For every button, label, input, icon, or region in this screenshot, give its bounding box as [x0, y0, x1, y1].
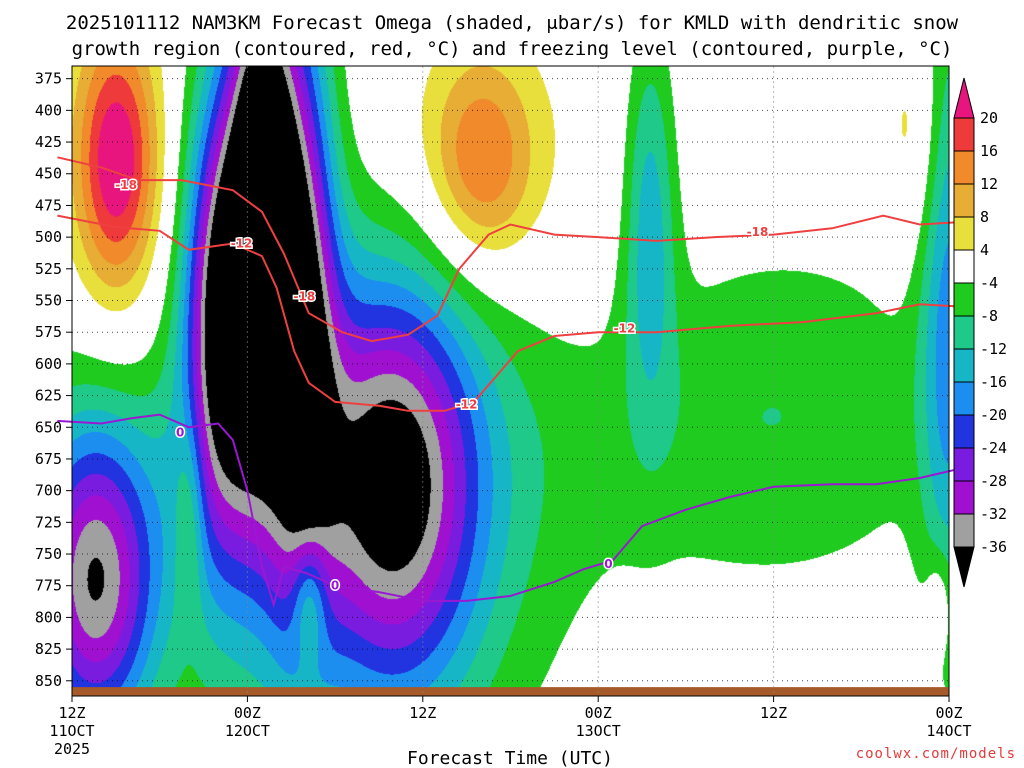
y-tick-label-525: 525 [35, 260, 62, 278]
colorbar-band-16-20 [953, 117, 975, 152]
colorbar-band--20--16 [953, 381, 975, 416]
y-axis-pressure: 375 400 425 450 475 500 525 550 575 600 625 650 675 7… [35, 70, 72, 690]
colorbar-label-16: 16 [980, 142, 998, 160]
x-tick-label-36-2: 13OCT [576, 722, 621, 740]
colorbar-label-12: 12 [980, 175, 998, 193]
colorbar-band--32--28 [953, 480, 975, 515]
plot-frame [71, 65, 950, 697]
contour-label-6: 0 [176, 425, 184, 439]
contour-label-4: -18 [747, 225, 769, 239]
contour-minus-12 [57, 214, 964, 412]
contour-minus-18-upper [57, 156, 964, 343]
x-tick-label-12-1: 00Z [234, 704, 261, 722]
contour-label-0: -18 [115, 178, 137, 192]
colorbar-label-20: 20 [980, 109, 998, 127]
colorbar-label-8: 8 [980, 208, 989, 226]
y-tick-label-475: 475 [35, 196, 62, 214]
colorbar-band-12-16 [953, 150, 975, 185]
contour-label-7: 0 [331, 579, 339, 593]
colorbar-under-triangle [953, 546, 975, 588]
colorbar-label--8: -8 [980, 307, 998, 325]
contour-freezing-level [57, 413, 964, 609]
colorbar-band--28--24 [953, 447, 975, 482]
colorbar-band--16--12 [953, 348, 975, 383]
chart-title-line-1: 2025101112 NAM3KM Forecast Omega (shaded… [66, 12, 959, 34]
colorbar-label-4: 4 [980, 241, 989, 259]
y-tick-label-775: 775 [35, 577, 62, 595]
y-tick-label-375: 375 [35, 70, 62, 88]
chart-title-line-2: growth region (contoured, red, °C) and f… [72, 38, 953, 60]
y-tick-label-425: 425 [35, 133, 62, 151]
colorbar-label--20: -20 [980, 406, 1007, 424]
y-tick-label-750: 750 [35, 545, 62, 563]
plot-area: -18 -12 -18 -12 -18 -12 0 0 0 [57, 65, 964, 697]
colorbar-label--16: -16 [980, 373, 1007, 391]
colorbar-band--36--32 [953, 513, 975, 548]
y-tick-label-625: 625 [35, 387, 62, 405]
x-tick-label-0-1: 12Z [58, 704, 85, 722]
omega-shading [72, 66, 949, 696]
contour-label-8: 0 [604, 557, 612, 571]
y-tick-label-450: 450 [35, 165, 62, 183]
y-tick-label-825: 825 [35, 640, 62, 658]
x-tick-label-60-2: 14OCT [926, 722, 971, 740]
x-tick-label-0-3: 2025 [54, 740, 90, 758]
colorbar-band--8--4 [953, 282, 975, 317]
contour-label-1: -12 [231, 236, 253, 250]
x-tick-label-0-2: 11OCT [49, 722, 94, 740]
x-tick-label-60-1: 00Z [935, 704, 962, 722]
y-tick-label-725: 725 [35, 513, 62, 531]
terrain-surface-strip [72, 687, 949, 696]
colorbar-legend: 20 16 12 8 4 -4 -8 -12 -16 -20 -24 -28 -32 -36 [953, 77, 1007, 588]
y-tick-label-500: 500 [35, 228, 62, 246]
contour-label-3: -12 [456, 397, 478, 411]
y-tick-label-675: 675 [35, 450, 62, 468]
colorbar-label--32: -32 [980, 505, 1007, 523]
colorbar-band--4-4 [953, 249, 975, 284]
y-tick-label-400: 400 [35, 101, 62, 119]
y-tick-label-850: 850 [35, 672, 62, 690]
temperature-contours: -18 -12 -18 -12 -18 -12 0 0 0 [57, 156, 964, 609]
colorbar-label--12: -12 [980, 340, 1007, 358]
y-tick-label-800: 800 [35, 608, 62, 626]
colorbar-over-triangle [953, 77, 975, 119]
colorbar-band--12--8 [953, 315, 975, 350]
x-tick-label-48-1: 12Z [760, 704, 787, 722]
x-tick-label-12-2: 12OCT [225, 722, 270, 740]
colorbar-label--24: -24 [980, 439, 1007, 457]
colorbar-band--24--20 [953, 414, 975, 449]
y-tick-label-650: 650 [35, 418, 62, 436]
x-tick-label-36-1: 00Z [585, 704, 612, 722]
colorbar-band-8-12 [953, 183, 975, 218]
contour-label-2: -18 [294, 290, 316, 304]
site-credit[interactable]: coolwx.com/models [856, 746, 1016, 762]
contour-label-5: -12 [614, 321, 636, 335]
y-tick-label-600: 600 [35, 355, 62, 373]
y-tick-label-700: 700 [35, 482, 62, 500]
x-axis-label: Forecast Time (UTC) [407, 748, 613, 768]
y-tick-label-550: 550 [35, 292, 62, 310]
x-tick-label-24-1: 12Z [409, 704, 436, 722]
colorbar-label--4: -4 [980, 274, 998, 292]
colorbar-band-4-8 [953, 216, 975, 251]
colorbar-label--36: -36 [980, 538, 1007, 556]
colorbar-label--28: -28 [980, 472, 1007, 490]
y-tick-label-575: 575 [35, 323, 62, 341]
